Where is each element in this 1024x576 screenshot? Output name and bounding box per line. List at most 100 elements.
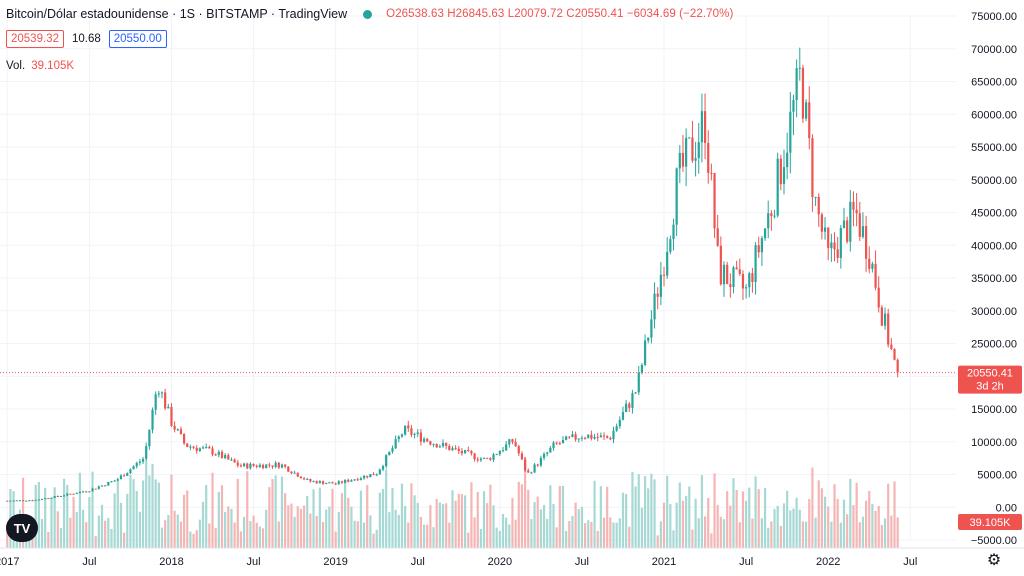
volume-bar <box>274 475 277 548</box>
candle-body <box>192 446 195 448</box>
candle-body <box>107 481 110 486</box>
candle-body <box>842 220 846 228</box>
candle-body <box>217 451 220 455</box>
candle-body <box>157 393 160 395</box>
candle-body <box>871 263 874 269</box>
candle-body <box>489 458 492 460</box>
candle-body <box>186 443 189 447</box>
volume-bar <box>280 476 284 548</box>
volume-bar <box>726 491 729 548</box>
volume-bar <box>404 506 407 548</box>
volume-bar <box>293 516 296 548</box>
candle-body <box>530 472 533 474</box>
tradingview-logo-icon[interactable]: TV <box>6 514 38 542</box>
low-label: L <box>507 8 515 20</box>
candle-body <box>227 455 230 460</box>
candle-body <box>653 293 656 320</box>
candle-body <box>716 228 719 246</box>
volume-bar <box>362 522 366 548</box>
volume-bar <box>296 506 299 548</box>
volume-bar <box>615 522 618 548</box>
candle-body <box>224 455 227 459</box>
volume-bar <box>836 499 839 548</box>
volume-legend[interactable]: Vol. 39.105K <box>6 60 74 72</box>
volume-bar <box>460 494 464 548</box>
last-price-text: 20550.41 <box>967 368 1013 380</box>
volume-bar <box>66 484 69 548</box>
candle-body <box>893 349 896 360</box>
volume-bar <box>688 486 691 548</box>
candle-body <box>754 245 757 283</box>
price-tick-label: 35000.00 <box>971 273 1017 285</box>
candle-body <box>817 196 820 215</box>
candle-body <box>666 251 669 276</box>
candle-body <box>887 313 890 345</box>
candle-body <box>476 459 479 461</box>
candle-body <box>596 436 599 438</box>
candle-body <box>868 258 871 269</box>
candle-body <box>672 224 675 240</box>
candle-body <box>839 227 842 258</box>
volume-bar <box>192 533 195 548</box>
volume-bar <box>669 504 672 548</box>
time-axis[interactable]: 2017 Jul 2018 Jul 2019 Jul 2020 Jul 2021 Jul 2022 J… <box>0 547 1024 568</box>
symbol-title[interactable]: Bitcoin/Dólar estadounidense · 1S · BITS… <box>6 7 348 21</box>
gear-icon[interactable]: ⚙ <box>986 552 1002 569</box>
price-axis[interactable]: 75000.00 70000.00 65000.00 60000.00 55000.00… <box>971 11 1017 547</box>
volume-bar <box>284 493 287 548</box>
volume-bar <box>666 475 669 548</box>
volume-bar <box>792 508 795 548</box>
candle-body <box>849 201 852 242</box>
candle-body <box>220 451 224 459</box>
candle-body <box>792 100 795 112</box>
volume-bar <box>609 517 612 548</box>
volume-value-text: 39.105K <box>970 517 1012 529</box>
buy-price-button[interactable]: 20550.00 <box>108 30 167 48</box>
volume-bar <box>119 502 123 548</box>
candle-body <box>284 464 287 467</box>
volume-bar <box>577 509 580 548</box>
volume-bar <box>388 512 391 548</box>
candle-body <box>148 429 151 447</box>
candle-body <box>167 406 170 409</box>
volume-bar <box>429 505 432 548</box>
volume-bar <box>397 514 400 548</box>
volume-bar <box>107 517 110 548</box>
price-tick-label: 15000.00 <box>971 404 1017 416</box>
volume-bar <box>154 479 157 548</box>
candle-body <box>201 447 205 449</box>
candle-body <box>75 493 78 495</box>
market-status-icon <box>363 9 373 19</box>
volume-bar <box>394 509 397 548</box>
last-price-label: 20550.41 3d 2h <box>958 365 1022 394</box>
volume-bar <box>454 500 457 548</box>
price-tick-label: 55000.00 <box>971 142 1017 154</box>
time-tick-label: 2017 <box>0 556 20 568</box>
candle-body <box>321 481 325 484</box>
volume-bar <box>467 532 470 548</box>
volume-bar <box>337 511 340 548</box>
volume-bar <box>410 483 413 548</box>
candle-body <box>328 482 331 484</box>
candle-body <box>457 448 460 451</box>
sell-price-button[interactable]: 20539.32 <box>6 30 64 48</box>
time-tick-label: Jul <box>411 556 425 568</box>
candle-body <box>138 461 141 463</box>
candle-body <box>542 453 546 458</box>
candle-body <box>770 213 773 217</box>
candle-body <box>501 450 505 452</box>
volume-bar <box>735 490 738 548</box>
volume-bar <box>334 531 337 548</box>
volume-bar <box>804 521 808 548</box>
candle-body <box>830 242 833 249</box>
price-tick-label: −5000.00 <box>971 535 1017 547</box>
candle-body <box>353 479 356 481</box>
volume-bar <box>220 485 224 548</box>
volume-bar <box>167 514 170 548</box>
candle-body <box>571 434 574 437</box>
volume-bar <box>820 488 823 548</box>
volume-bar <box>211 472 214 548</box>
volume-bar <box>776 505 779 548</box>
candle-body <box>883 313 887 326</box>
